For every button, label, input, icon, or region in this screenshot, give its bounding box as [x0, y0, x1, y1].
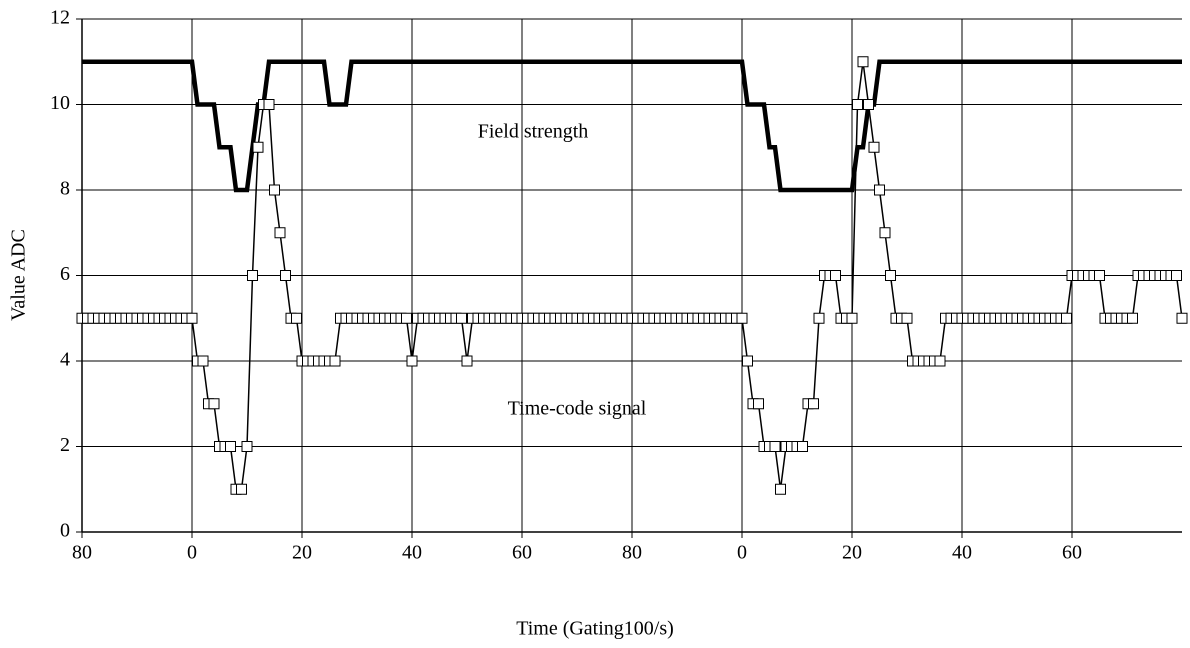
marker [852, 99, 863, 110]
marker [461, 355, 473, 367]
marker [236, 483, 247, 495]
marker [269, 184, 280, 196]
marker [769, 441, 781, 452]
x-tick-label: 80 [622, 542, 642, 564]
marker [753, 398, 764, 410]
x-tick-label: 0 [737, 542, 747, 564]
marker [263, 99, 275, 110]
y-tick-label: 4 [60, 349, 70, 371]
y-tick-label: 2 [60, 434, 70, 456]
series-annotation: Time-code signal [508, 398, 647, 420]
x-axis-title: Time (Gating100/s) [516, 618, 674, 640]
marker [1094, 270, 1105, 281]
marker [863, 99, 874, 110]
marker [736, 312, 748, 324]
y-axis-title: Value ADC [8, 229, 30, 321]
marker [742, 355, 753, 367]
x-tick-label: 60 [512, 542, 532, 564]
marker [406, 355, 418, 367]
y-tick-label: 6 [60, 263, 70, 285]
marker [901, 312, 913, 324]
marker [846, 312, 858, 324]
x-tick-label: 40 [402, 542, 422, 564]
marker [291, 312, 302, 324]
y-tick-label: 12 [50, 7, 70, 29]
y-tick-label: 10 [50, 92, 70, 114]
marker [934, 355, 946, 367]
x-tick-label: 20 [842, 542, 862, 564]
marker [1127, 312, 1138, 324]
marker [874, 184, 885, 196]
marker [274, 227, 286, 239]
marker [830, 270, 841, 281]
x-tick-label: 0 [187, 542, 197, 564]
x-tick-label: 60 [1062, 542, 1082, 564]
marker [1061, 312, 1072, 324]
marker [208, 398, 220, 410]
x-tick-label: 20 [292, 542, 312, 564]
series-annotation: Field strength [478, 121, 589, 143]
marker [868, 141, 880, 153]
series-line [82, 59, 1182, 193]
marker [280, 270, 291, 281]
marker [775, 483, 786, 495]
x-tick-label: 40 [952, 542, 972, 564]
marker [329, 355, 341, 367]
marker [241, 441, 253, 452]
marker [252, 141, 264, 153]
marker [797, 441, 808, 452]
marker [401, 312, 412, 324]
marker [813, 312, 825, 324]
marker [197, 355, 209, 367]
marker [247, 270, 258, 281]
y-tick-label: 8 [60, 178, 70, 200]
x-tick-label: 80 [72, 542, 92, 564]
y-tick-label: 0 [60, 520, 70, 542]
marker [879, 227, 891, 239]
marker [1171, 270, 1182, 281]
marker [186, 312, 198, 324]
marker [857, 56, 869, 68]
marker [225, 441, 236, 452]
marker [456, 312, 467, 324]
marker [808, 398, 819, 410]
marker [885, 270, 896, 281]
marker [1176, 312, 1188, 324]
